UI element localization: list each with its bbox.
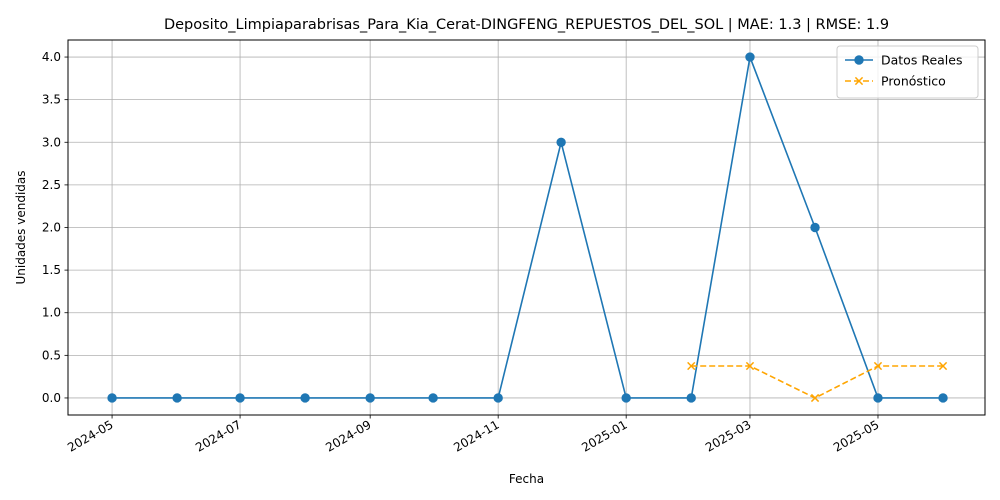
x-tick-label: 2025-05 [831,417,881,454]
y-axis-title: Unidades vendidas [14,170,28,284]
data-point [873,361,883,371]
y-tick-label: 2.5 [42,178,61,192]
legend-item: Datos Reales [845,53,962,68]
series-line-0 [112,54,944,399]
legend-swatch-marker [854,76,864,86]
data-point [621,393,631,403]
data-point [428,393,438,403]
x-marker-stroke [938,361,948,371]
series-layer [107,52,948,403]
y-tick-label: 3.0 [42,135,61,149]
x-tick-label: 2024-05 [65,417,115,454]
y-tick-label: 2.0 [42,221,61,235]
data-point [873,393,883,403]
data-point [365,393,375,403]
x-tick-label: 2024-09 [323,417,373,454]
y-tick-label: 0.0 [42,391,61,405]
legend-box [836,45,979,99]
x-tick-label: 2025-03 [703,417,753,454]
chart-title: Deposito_Limpiaparabrisas_Para_Kia_Cerat… [164,17,889,33]
x-marker-stroke [687,361,696,371]
legend: Datos Reales Pronóstico [836,45,979,99]
x-tick-label: 2025-01 [579,417,629,454]
x-marker-stroke [873,361,883,371]
y-tick-label: 1.0 [42,306,61,320]
y-tick-label: 0.5 [42,348,61,362]
ticks: 0.0 0.5 1.0 1.5 2.0 2.5 3.0 3.5 4.0 2024-05 2024-0… [42,50,882,455]
data-point [493,393,503,403]
legend-label: Pronóstico [881,74,946,89]
data-point [300,393,310,403]
x-axis-title: Fecha [509,472,544,486]
x-marker-stroke [854,76,864,86]
legend-label: Datos Reales [881,53,962,68]
data-point [686,393,696,403]
data-point [556,137,566,147]
legend-swatch-marker [854,55,864,65]
data-point [745,52,755,62]
data-point [172,393,182,403]
y-tick-label: 3.5 [42,93,61,107]
data-point [687,361,696,371]
data-point [810,393,820,403]
x-marker-stroke [810,393,820,403]
series-line-1 [691,365,944,399]
legend-item: Pronóstico [845,74,946,89]
data-point [938,361,948,371]
data-point [107,393,117,403]
data-point [938,393,948,403]
grid [68,40,985,415]
data-point [235,393,245,403]
x-tick-label: 2024-11 [451,417,501,454]
y-tick-label: 1.5 [42,263,61,277]
x-tick-label: 2024-07 [193,417,243,454]
x-marker-stroke [745,361,755,371]
y-tick-label: 4.0 [42,50,61,64]
data-point [810,222,820,233]
data-point [745,361,755,371]
